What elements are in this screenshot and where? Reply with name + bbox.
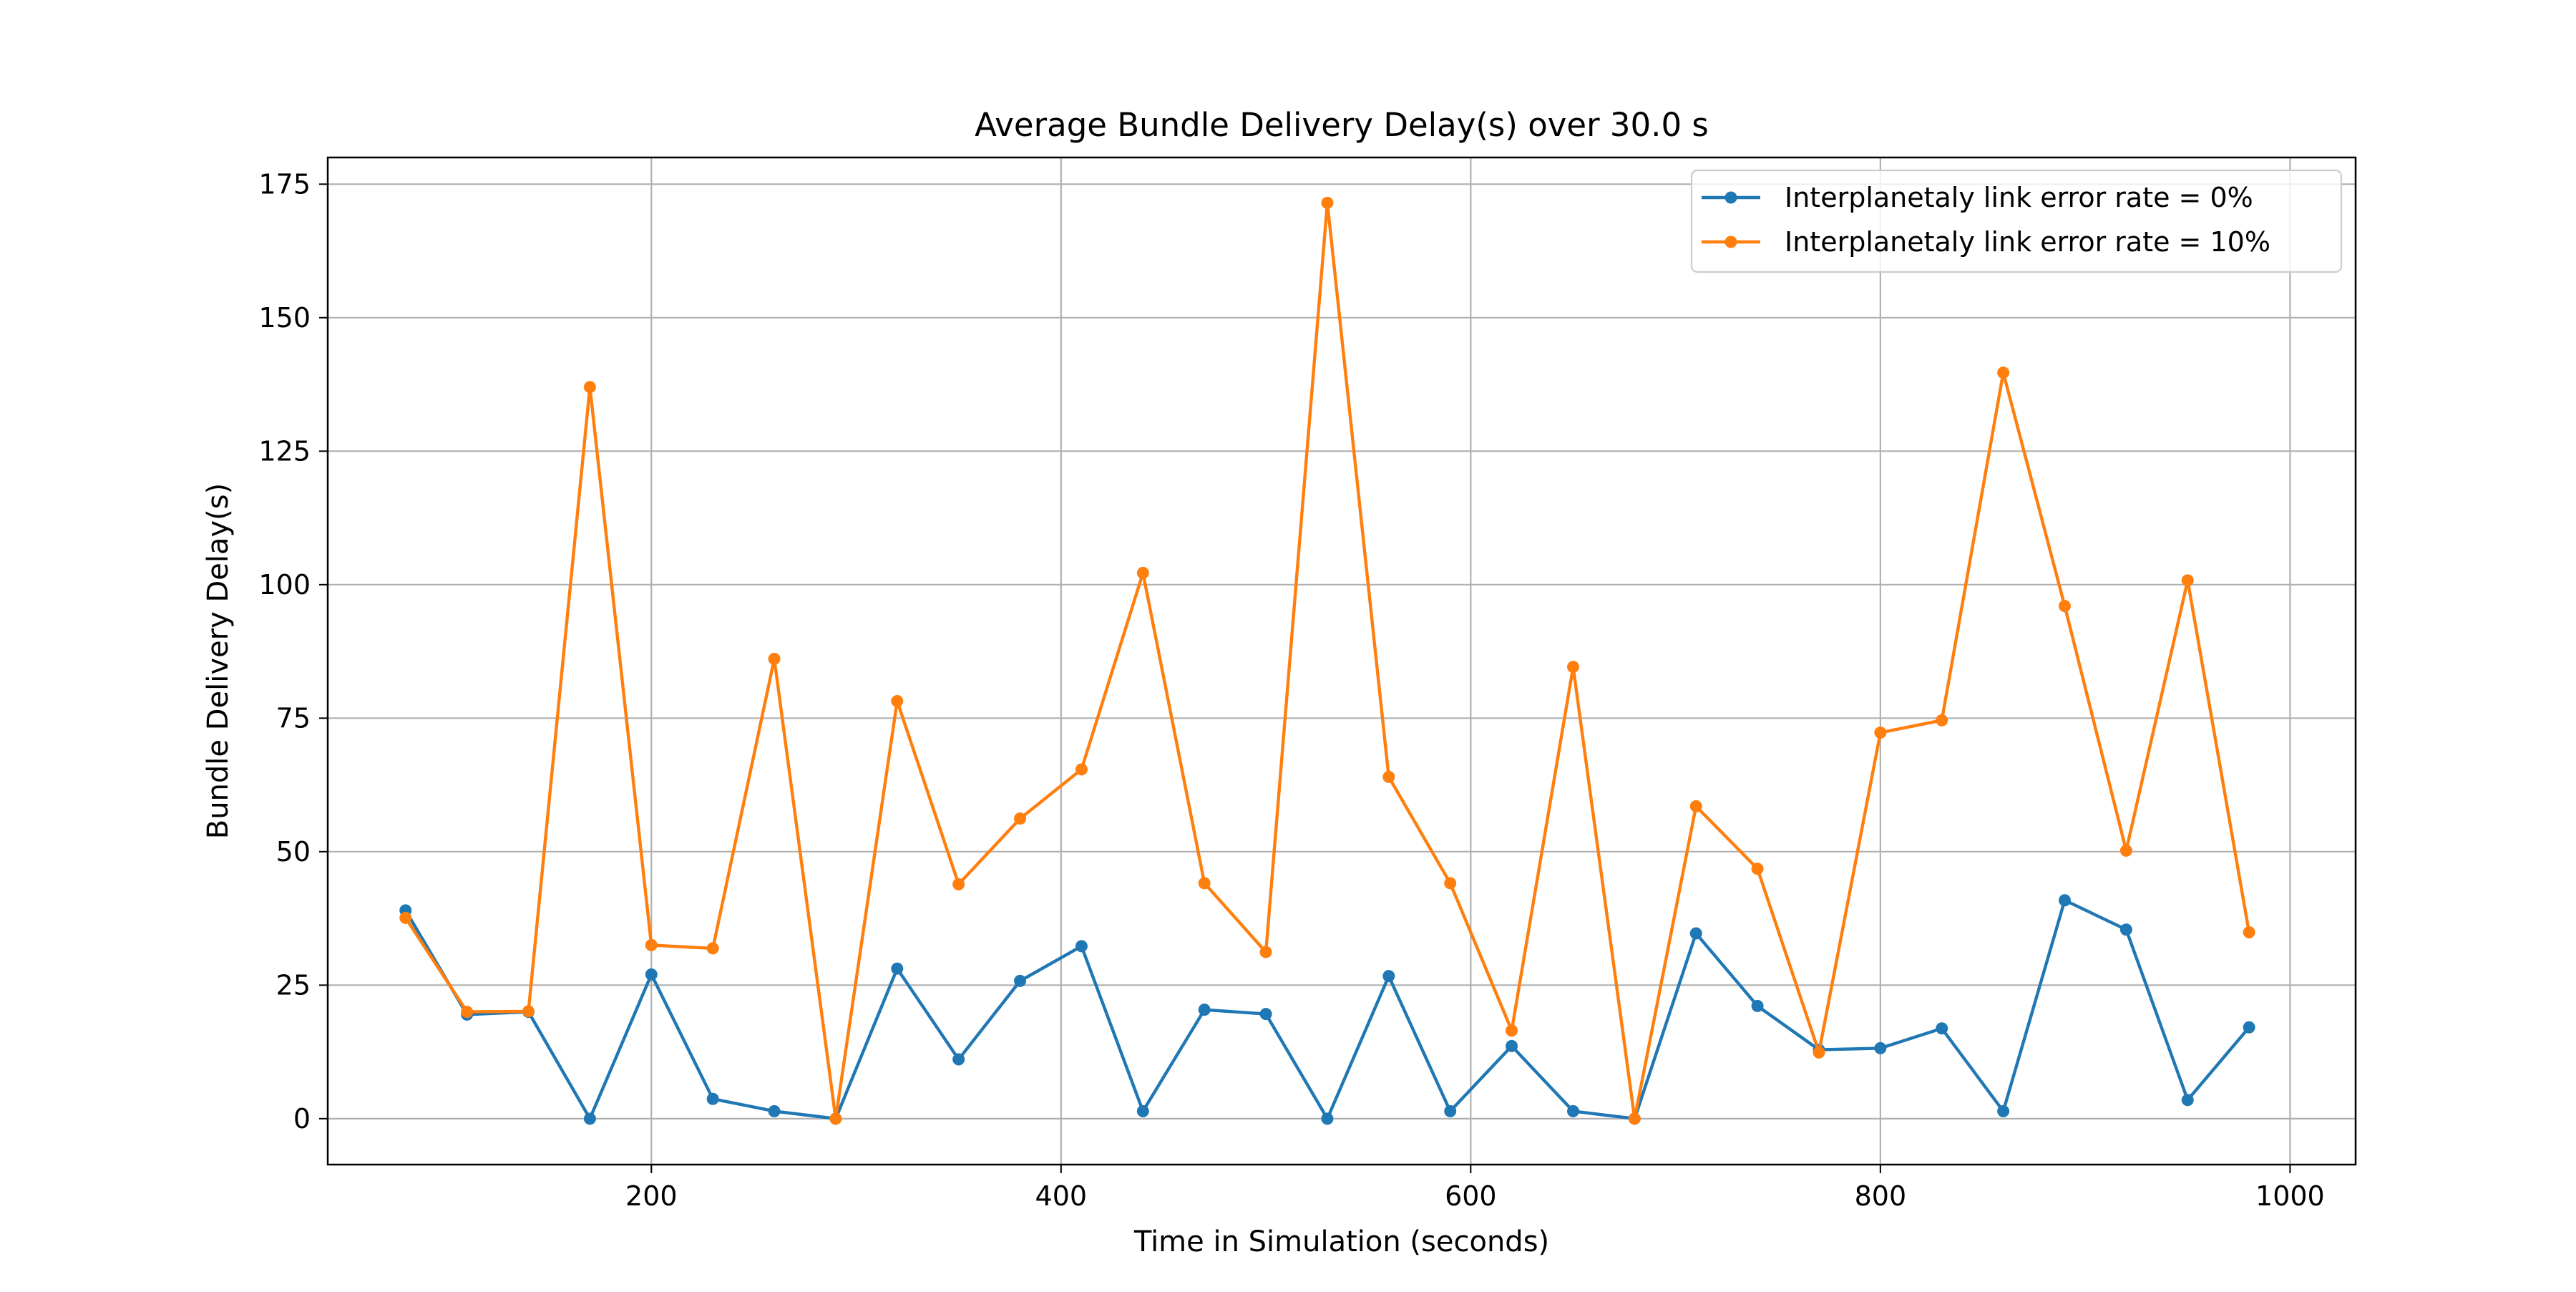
y-tick-label: 150 — [258, 302, 311, 334]
data-point — [1997, 1104, 2010, 1117]
grid — [328, 157, 2356, 1165]
y-tick-label: 175 — [258, 168, 311, 200]
data-point — [891, 694, 904, 707]
data-point — [2119, 923, 2132, 936]
series-1 — [399, 196, 2255, 1125]
data-point — [1382, 970, 1395, 983]
data-point — [583, 381, 596, 394]
legend: Interplanetaly link error rate = 0% Inter… — [1690, 169, 2343, 273]
data-point — [1198, 877, 1211, 890]
axis-ticks: 200 400 600 800 1000 0 25 50 75 100 125 150 175 — [258, 168, 2324, 1212]
y-axis-label: Bundle Delivery Delay(s) — [202, 483, 235, 839]
data-point — [768, 653, 781, 666]
data-point — [1997, 366, 2010, 379]
data-point — [706, 1092, 719, 1105]
data-point — [1936, 714, 1948, 727]
data-point — [952, 878, 965, 890]
x-tick-label: 1000 — [2255, 1180, 2325, 1212]
data-point — [2181, 574, 2194, 587]
data-point — [1813, 1046, 1825, 1059]
data-point — [1075, 940, 1088, 953]
y-tick-label: 100 — [258, 569, 311, 601]
data-point — [1136, 566, 1149, 579]
data-point — [1382, 770, 1395, 783]
data-point — [1874, 726, 1887, 739]
legend-box — [1690, 169, 2343, 273]
data-point — [1198, 1004, 1211, 1016]
data-point — [1321, 196, 1334, 209]
x-tick-label: 600 — [1445, 1180, 1497, 1212]
x-tick-label: 800 — [1855, 1180, 1907, 1212]
legend-marker — [1724, 235, 1737, 248]
data-point — [1136, 1104, 1149, 1117]
data-point — [1259, 946, 1272, 958]
series-0 — [399, 894, 2255, 1125]
data-point — [399, 911, 412, 924]
data-point — [1259, 1008, 1272, 1021]
legend-item-1: Interplanetaly link error rate = 10% — [1702, 226, 2270, 258]
data-point — [1751, 863, 1764, 875]
data-point — [583, 1112, 596, 1125]
x-tick-label: 200 — [625, 1180, 678, 1212]
data-point — [1506, 1024, 1518, 1037]
y-tick-label: 50 — [276, 836, 311, 868]
data-point — [1874, 1041, 1887, 1054]
data-point — [768, 1104, 781, 1117]
legend-label: Interplanetaly link error rate = 10% — [1785, 226, 2270, 258]
x-tick-label: 400 — [1035, 1180, 1088, 1212]
data-point — [2243, 1021, 2255, 1034]
data-point — [1936, 1022, 1948, 1035]
data-point — [1075, 763, 1088, 776]
data-point — [645, 968, 658, 981]
data-point — [2059, 600, 2072, 613]
data-point — [829, 1112, 842, 1125]
plot-area-frame — [326, 156, 2357, 1166]
data-point — [1566, 661, 1579, 674]
data-point — [2119, 844, 2132, 857]
data-point — [1014, 812, 1027, 825]
y-tick-label: 125 — [258, 435, 311, 467]
data-point — [2243, 926, 2255, 938]
x-axis-label: Time in Simulation (seconds) — [1133, 1225, 1549, 1258]
data-point — [461, 1006, 474, 1019]
chart-title: Average Bundle Delivery Delay(s) over 30… — [975, 106, 1709, 144]
data-point — [1444, 1104, 1457, 1117]
data-point — [1321, 1112, 1334, 1125]
data-point — [1628, 1112, 1641, 1125]
data-point — [1506, 1039, 1518, 1052]
data-point — [706, 942, 719, 955]
data-point — [1689, 927, 1702, 940]
data-point — [2181, 1094, 2194, 1107]
data-point — [952, 1053, 965, 1066]
data-point — [1444, 877, 1457, 890]
data-point — [645, 938, 658, 951]
legend-label: Interplanetaly link error rate = 0% — [1785, 182, 2253, 213]
legend-item-0: Interplanetaly link error rate = 0% — [1702, 182, 2253, 213]
series-layer — [399, 196, 2255, 1125]
legend-marker — [1724, 191, 1737, 204]
y-tick-label: 0 — [293, 1103, 311, 1135]
data-point — [891, 962, 904, 975]
data-point — [1566, 1104, 1579, 1117]
data-point — [522, 1005, 535, 1018]
data-point — [1014, 974, 1027, 987]
data-point — [2059, 894, 2072, 907]
data-point — [1751, 999, 1764, 1012]
y-tick-label: 75 — [276, 702, 311, 734]
y-tick-label: 25 — [276, 969, 311, 1001]
data-point — [1689, 800, 1702, 812]
